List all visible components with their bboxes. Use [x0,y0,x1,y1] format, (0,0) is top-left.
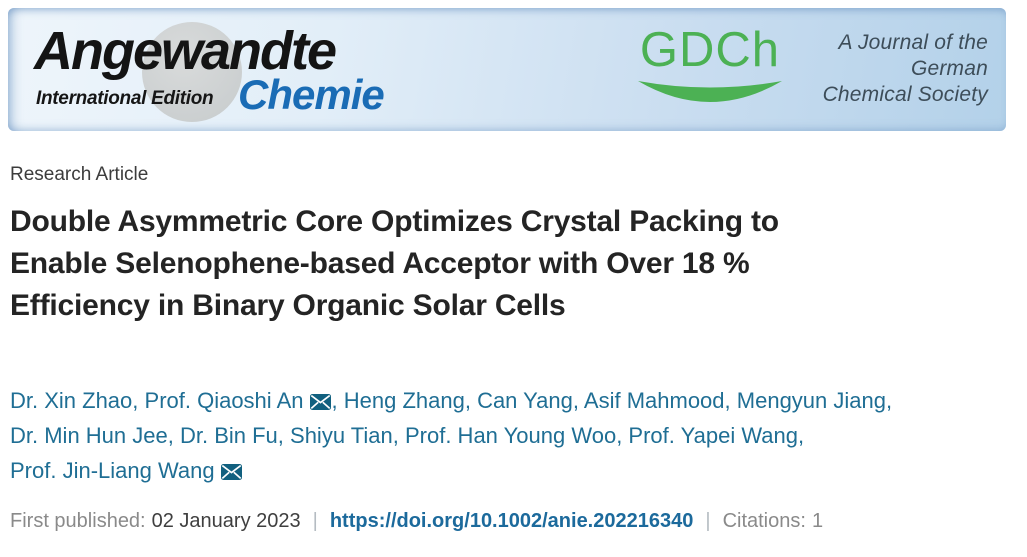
author-list: Dr. Xin Zhao, Prof. Qiaoshi An , Heng Zh… [10,388,893,483]
separator-bar: | [705,510,711,532]
author-name[interactable]: Dr. Min Hun Jee [10,423,168,448]
author-name[interactable]: Prof. Han Young Woo [404,423,617,448]
citations-count: 1 [811,510,824,532]
logo-background-circle [142,22,242,122]
email-icon[interactable] [220,464,242,480]
first-published-label: First published: [10,510,146,532]
author-name[interactable]: Shiyu Tian [290,423,393,448]
first-published-date: 02 January 2023 [151,510,301,532]
email-icon[interactable] [309,394,331,410]
author-name[interactable]: Dr. Bin Fu [179,423,278,448]
gdch-bowl-icon [638,81,782,102]
author-name[interactable]: Mengyun Jiang [736,388,886,413]
society-tagline: A Journal of the German Chemical Society [823,30,988,108]
author-name[interactable]: Prof. Qiaoshi An [144,388,304,413]
author-name[interactable]: Asif Mahmood [583,388,725,413]
separator-bar: | [312,510,318,532]
tagline-line-2: German [910,57,988,80]
author-name[interactable]: Dr. Xin Zhao [10,388,133,413]
journal-banner: Angewandte International Edition Chemie … [8,8,1006,131]
publication-info-bar: First published: 02 January 2023 | https://… [10,510,823,533]
journal-name-angewandte: Angewandte [34,21,337,81]
journal-name-chemie: Chemie [238,71,385,118]
author-name[interactable]: Prof. Yapei Wang [628,423,798,448]
tagline-line-1: A Journal of the [838,31,988,54]
citations-label: Citations: [722,510,806,532]
author-name[interactable]: Can Yang [477,388,573,413]
article-title: Double Asymmetric Core Optimizes Crystal… [10,205,779,322]
author-name[interactable]: Prof. Jin-Liang Wang [10,458,215,483]
article-type-label: Research Article [10,164,149,185]
gdch-logo[interactable]: GDCh [630,26,790,109]
doi-link[interactable]: https://doi.org/10.1002/anie.202216340 [329,510,694,532]
author-name[interactable]: Heng Zhang [343,388,465,413]
tagline-line-3: Chemical Society [822,83,988,106]
journal-edition-label: International Edition [36,88,214,109]
gdch-logo-text: GDCh [639,23,781,77]
